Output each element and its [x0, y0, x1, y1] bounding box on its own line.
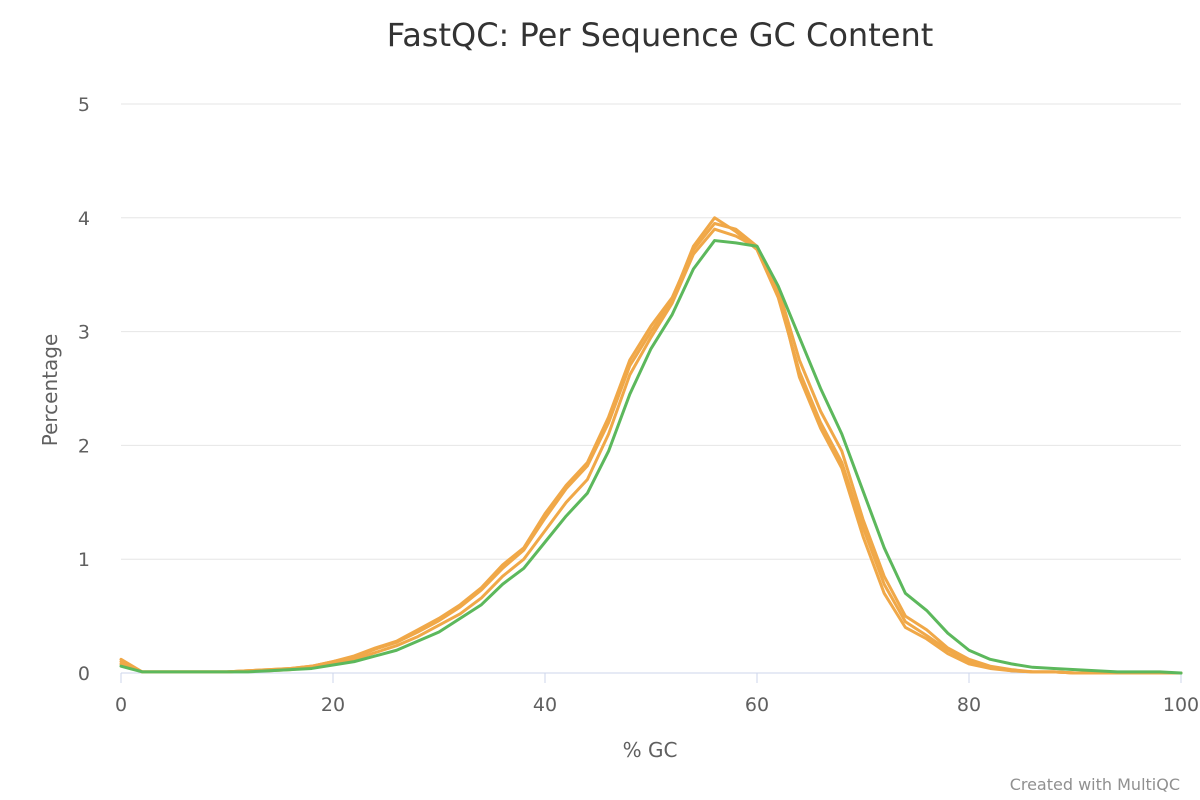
series-lines[interactable] — [119, 216, 1183, 675]
series-line-4[interactable] — [119, 239, 1183, 675]
y-tick-label: 2 — [78, 435, 90, 457]
x-axis-ticks: 0 20 40 60 80 100 — [115, 673, 1199, 716]
x-tick-label: 40 — [533, 694, 557, 716]
chart-title: FastQC: Per Sequence GC Content — [387, 16, 934, 54]
x-tick-label: 20 — [321, 694, 345, 716]
credit-link[interactable]: Created with MultiQC — [1010, 775, 1180, 794]
x-tick-label: 100 — [1163, 694, 1199, 716]
x-axis-label: % GC — [623, 738, 678, 762]
y-tick-label: 5 — [78, 94, 90, 116]
y-axis-ticks: 0 1 2 3 4 5 — [78, 94, 90, 685]
x-tick-label: 60 — [745, 694, 769, 716]
y-tick-label: 4 — [78, 208, 90, 230]
y-tick-label: 3 — [78, 322, 90, 344]
x-tick-label: 0 — [115, 694, 127, 716]
y-tick-label: 0 — [78, 663, 90, 685]
series-line-1[interactable] — [119, 221, 1183, 675]
x-tick-label: 80 — [957, 694, 981, 716]
y-tick-label: 1 — [78, 549, 90, 571]
y-axis-label: Percentage — [38, 334, 62, 447]
series-line-3[interactable] — [119, 227, 1183, 675]
